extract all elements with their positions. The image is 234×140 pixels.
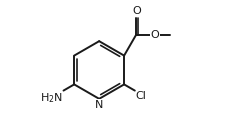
Text: O: O: [151, 30, 159, 40]
Text: O: O: [133, 6, 141, 16]
Text: N: N: [95, 100, 103, 109]
Text: H$_2$N: H$_2$N: [40, 91, 63, 105]
Text: Cl: Cl: [135, 91, 146, 101]
